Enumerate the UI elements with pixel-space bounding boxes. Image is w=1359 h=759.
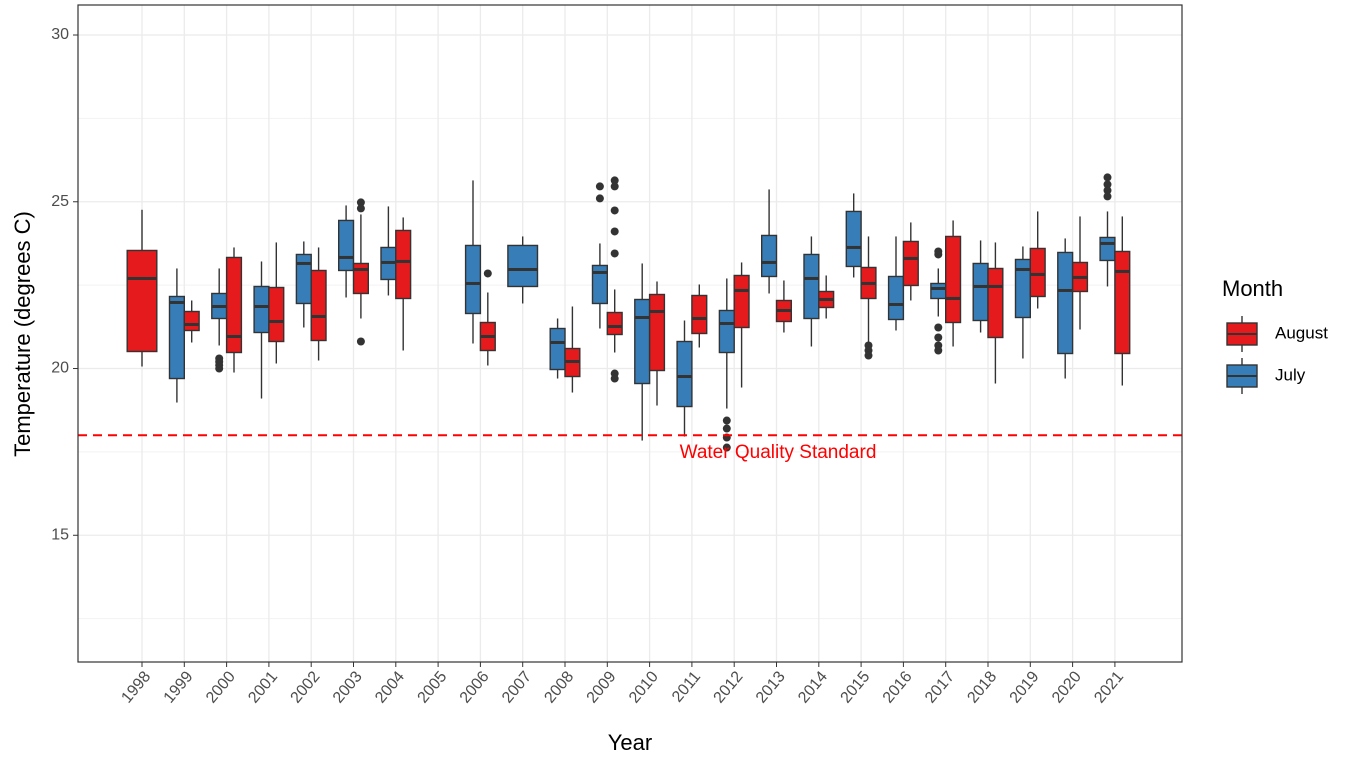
- outlier: [864, 351, 873, 360]
- box: [1029, 247, 1046, 298]
- box: [352, 262, 370, 295]
- box: [902, 240, 919, 287]
- outlier: [483, 269, 492, 278]
- outlier: [610, 374, 619, 383]
- x-tick-label: 1998: [118, 668, 154, 706]
- x-tick-label: 2004: [372, 668, 408, 706]
- box: [691, 294, 708, 335]
- x-tick-label: 2005: [414, 668, 450, 706]
- box: [930, 282, 947, 300]
- outlier: [1103, 192, 1112, 201]
- box: [972, 262, 989, 322]
- box: [168, 295, 185, 380]
- y-tick-label: 25: [51, 193, 69, 210]
- x-tick-label: 2015: [837, 668, 873, 706]
- outlier: [595, 194, 604, 203]
- outlier: [356, 198, 365, 207]
- x-tick-label: 2001: [245, 668, 281, 706]
- outlier: [722, 443, 731, 452]
- outlier: [934, 346, 943, 355]
- outlier: [610, 206, 619, 215]
- panel-border: [77, 4, 1183, 663]
- outlier: [595, 182, 604, 191]
- box: [887, 275, 905, 321]
- x-tick-label: 1999: [161, 668, 197, 706]
- box: [760, 234, 778, 278]
- y-tick-label: 30: [51, 26, 69, 43]
- y-axis-title: Temperature (degrees C): [10, 211, 35, 457]
- x-tick-label: 2009: [584, 668, 620, 706]
- box: [337, 219, 355, 272]
- legend-label: August: [1275, 323, 1328, 342]
- box: [549, 327, 566, 371]
- box: [310, 269, 327, 342]
- legend: August July: [1222, 314, 1328, 396]
- box: [395, 229, 412, 300]
- box: [733, 274, 750, 329]
- box: [225, 256, 243, 354]
- box: [253, 285, 270, 334]
- marks: Water Quality Standard: [78, 173, 1182, 463]
- outlier: [610, 182, 619, 191]
- x-tick-label: 2021: [1091, 668, 1127, 706]
- outlier: [934, 333, 943, 342]
- x-tick-label: 2013: [753, 668, 789, 706]
- box: [1057, 251, 1074, 355]
- outlier: [356, 204, 365, 213]
- outlier: [215, 364, 224, 373]
- outlier: [1103, 173, 1112, 182]
- x-tick-label: 2011: [669, 668, 704, 705]
- box: [183, 310, 200, 332]
- x-tick-label: 2012: [711, 668, 747, 706]
- box: [845, 210, 862, 268]
- outlier: [722, 416, 731, 425]
- x-tick-label: 2003: [330, 668, 366, 706]
- outlier: [1103, 180, 1112, 189]
- legend-title: Month: [1222, 276, 1283, 301]
- box: [464, 244, 482, 315]
- x-tick-label: 2002: [288, 668, 324, 706]
- outlier: [610, 176, 619, 185]
- x-tick-label: 2007: [499, 668, 535, 706]
- outlier: [610, 227, 619, 236]
- box: [1099, 236, 1116, 262]
- x-axis-title: Year: [608, 730, 652, 755]
- box: [507, 244, 539, 288]
- box: [803, 253, 820, 320]
- x-tick-label: 2018: [964, 668, 1000, 706]
- box: [634, 298, 651, 385]
- box: [295, 253, 312, 305]
- x-tick-label: 2006: [457, 668, 493, 706]
- outlier: [934, 323, 943, 332]
- x-tick-label: 2010: [626, 668, 662, 706]
- x-tick-label: 2020: [1049, 668, 1085, 706]
- x-tick-label: 2016: [880, 668, 916, 706]
- box: [648, 293, 666, 372]
- x-tick-label: 2008: [541, 668, 577, 706]
- outlier: [722, 424, 731, 433]
- box: [126, 249, 158, 353]
- grid: [78, 5, 1182, 662]
- outlier: [1103, 186, 1112, 195]
- outlier: [356, 337, 365, 346]
- box: [1114, 250, 1131, 355]
- box: [987, 267, 1004, 339]
- reference-label: Water Quality Standard: [680, 442, 877, 463]
- y-tick-label: 20: [51, 360, 69, 377]
- outlier: [934, 250, 943, 259]
- outlier: [610, 249, 619, 258]
- box: [606, 311, 623, 336]
- y-tick-label: 15: [51, 526, 69, 543]
- box: [945, 235, 962, 324]
- x-tick-label: 2019: [1007, 668, 1043, 706]
- box: [676, 340, 693, 408]
- box: [591, 264, 608, 305]
- x-tick-label: 2014: [795, 668, 831, 706]
- x-tick-label: 2017: [922, 668, 958, 706]
- box: [718, 309, 735, 354]
- legend-label: July: [1275, 365, 1306, 384]
- box: [268, 286, 285, 343]
- x-tick-label: 2000: [203, 668, 239, 706]
